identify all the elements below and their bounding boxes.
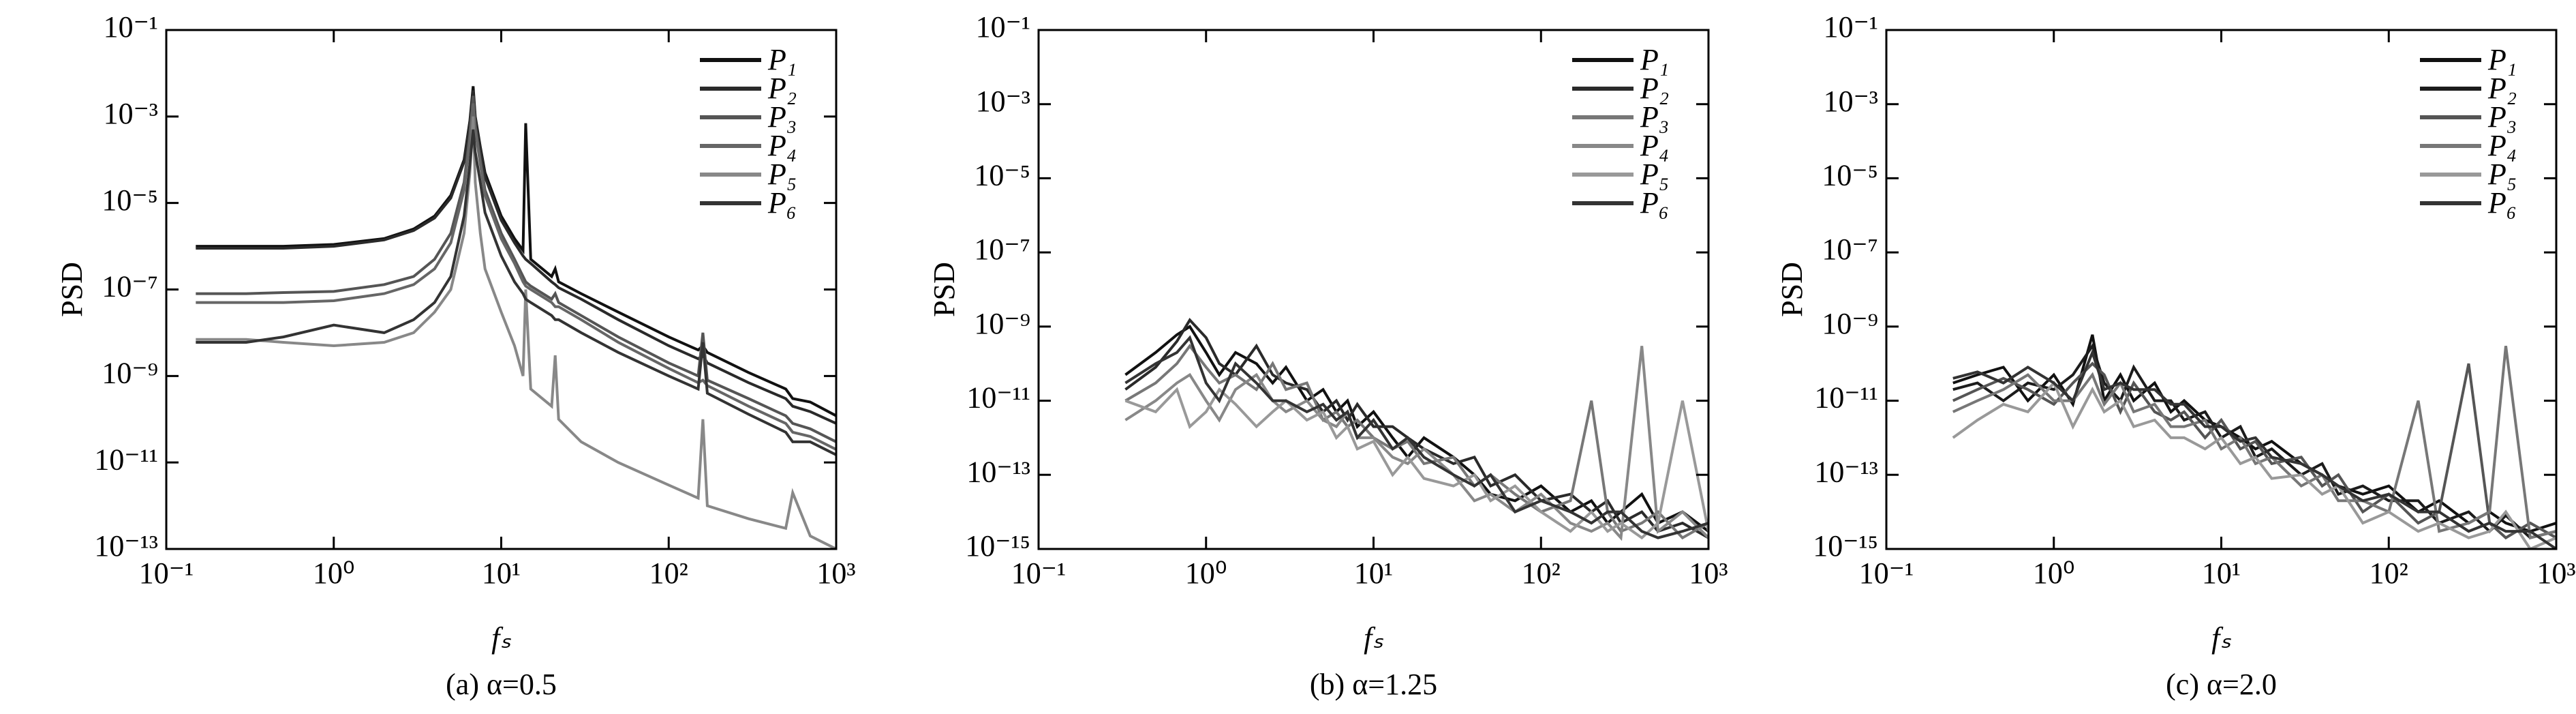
plot-frame — [165, 29, 838, 550]
caption: (a) α=0.5 — [446, 668, 557, 701]
x-tick-label: 10¹ — [482, 556, 521, 590]
y-tick-label: 10⁻¹ — [104, 10, 158, 44]
y-axis-label: PSD — [1775, 262, 1809, 317]
legend-label: P₃ — [1640, 100, 1669, 134]
y-tick-label: 10⁻¹ — [976, 10, 1030, 44]
y-tick-label: 10⁻⁵ — [102, 183, 158, 217]
legend-label: P₄ — [2487, 129, 2517, 162]
x-tick-label: 10² — [1522, 556, 1561, 590]
series-line — [196, 129, 836, 456]
x-tick-label: 10¹ — [1354, 556, 1393, 590]
legend-label: P₄ — [767, 129, 797, 162]
y-tick-label: 10⁻⁷ — [1822, 233, 1878, 266]
series-line — [1124, 325, 1708, 533]
legend-label: P₅ — [1640, 158, 1669, 191]
series-line — [1124, 346, 1708, 541]
series-line — [196, 86, 836, 417]
y-tick-label: 10⁻¹³ — [94, 529, 158, 563]
panel: 10⁻¹ 10⁰ 10¹ 10² 10³ 10⁻¹ 10⁻³ 10⁻⁵ 10⁻⁷ 10⁻⁹ 10⁻¹… — [55, 10, 856, 701]
y-tick-label: 10⁻³ — [976, 85, 1030, 118]
y-axis-label: PSD — [927, 262, 961, 317]
legend-label: P₁ — [1640, 43, 1669, 76]
x-tick-label: 10⁻¹ — [1859, 556, 1914, 590]
y-tick-label: 10⁻¹⁵ — [1813, 529, 1878, 563]
y-tick-label: 10⁻¹¹ — [1814, 381, 1878, 415]
legend-label: P₂ — [1640, 72, 1669, 105]
series-line — [1952, 346, 2556, 540]
y-tick-label: 10⁻³ — [104, 97, 158, 130]
legend-label: P₆ — [2487, 186, 2517, 220]
y-tick-label: 10⁻⁹ — [102, 356, 158, 389]
y-axis-label: PSD — [55, 262, 89, 317]
x-tick-label: 10³ — [1689, 556, 1728, 590]
series-line — [1124, 335, 1708, 539]
y-tick-label: 10⁻¹¹ — [966, 381, 1030, 415]
series-line — [196, 90, 836, 425]
x-tick-label: 10¹ — [2202, 556, 2241, 590]
caption: (b) α=1.25 — [1310, 668, 1437, 701]
plot-frame — [1037, 29, 1710, 550]
caption: (c) α=2.0 — [2166, 668, 2277, 701]
y-tick-label: 10⁻¹³ — [1814, 455, 1878, 488]
x-tick-label: 10⁰ — [313, 556, 355, 590]
series-line — [1124, 317, 1708, 539]
x-tick-label: 10² — [649, 556, 688, 590]
legend-label: P₄ — [1640, 129, 1669, 162]
y-tick-label: 10⁻³ — [1824, 85, 1878, 118]
legend-label: P₁ — [2487, 43, 2517, 76]
x-axis-label: fₛ — [1364, 621, 1383, 655]
y-tick-label: 10⁻¹¹ — [94, 443, 158, 476]
legend-label: P₂ — [767, 72, 797, 105]
y-tick-label: 10⁻⁹ — [974, 307, 1030, 340]
series-line — [1952, 334, 2556, 533]
x-tick-label: 10³ — [816, 556, 855, 590]
plot-frame — [1885, 29, 2558, 550]
y-tick-label: 10⁻¹⁵ — [965, 529, 1030, 563]
y-tick-label: 10⁻¹ — [1824, 10, 1878, 44]
legend-label: P₁ — [767, 43, 797, 76]
x-tick-label: 10⁰ — [2033, 556, 2075, 590]
x-tick-label: 10⁻¹ — [1011, 556, 1066, 590]
panel: 10⁻¹ 10⁰ 10¹ 10² 10³ 10⁻¹ 10⁻³ 10⁻⁵ 10⁻⁷ 10⁻⁹ 10⁻¹… — [1775, 10, 2576, 701]
x-tick-label: 10⁻¹ — [139, 556, 194, 590]
x-tick-label: 10³ — [2536, 556, 2575, 590]
legend-label: P₅ — [767, 158, 797, 191]
y-tick-label: 10⁻⁵ — [1822, 159, 1878, 192]
y-tick-label: 10⁻¹³ — [966, 455, 1030, 488]
series-line — [1952, 348, 2556, 549]
legend-label: P₆ — [1640, 186, 1669, 220]
panel: 10⁻¹ 10⁰ 10¹ 10² 10³ 10⁻¹ 10⁻³ 10⁻⁵ 10⁻⁷ 10⁻⁹ 10⁻¹… — [927, 10, 1728, 701]
series-line — [1952, 380, 2556, 549]
x-tick-label: 10² — [2370, 556, 2408, 590]
series-line — [196, 103, 836, 451]
legend-label: P₃ — [767, 100, 797, 134]
y-tick-label: 10⁻⁹ — [1822, 307, 1878, 340]
x-axis-label: fₛ — [491, 621, 511, 655]
x-axis-label: fₛ — [2211, 621, 2231, 655]
y-tick-label: 10⁻⁷ — [102, 270, 158, 303]
y-tick-label: 10⁻⁵ — [974, 159, 1030, 192]
series-line — [1124, 343, 1708, 540]
legend-label: P₆ — [767, 186, 797, 220]
legend-label: P₂ — [2487, 72, 2517, 105]
y-tick-label: 10⁻⁷ — [974, 233, 1030, 266]
x-tick-label: 10⁰ — [1185, 556, 1227, 590]
legend-label: P₅ — [2487, 158, 2517, 191]
legend-label: P₃ — [2487, 100, 2517, 134]
series-line — [196, 116, 836, 549]
